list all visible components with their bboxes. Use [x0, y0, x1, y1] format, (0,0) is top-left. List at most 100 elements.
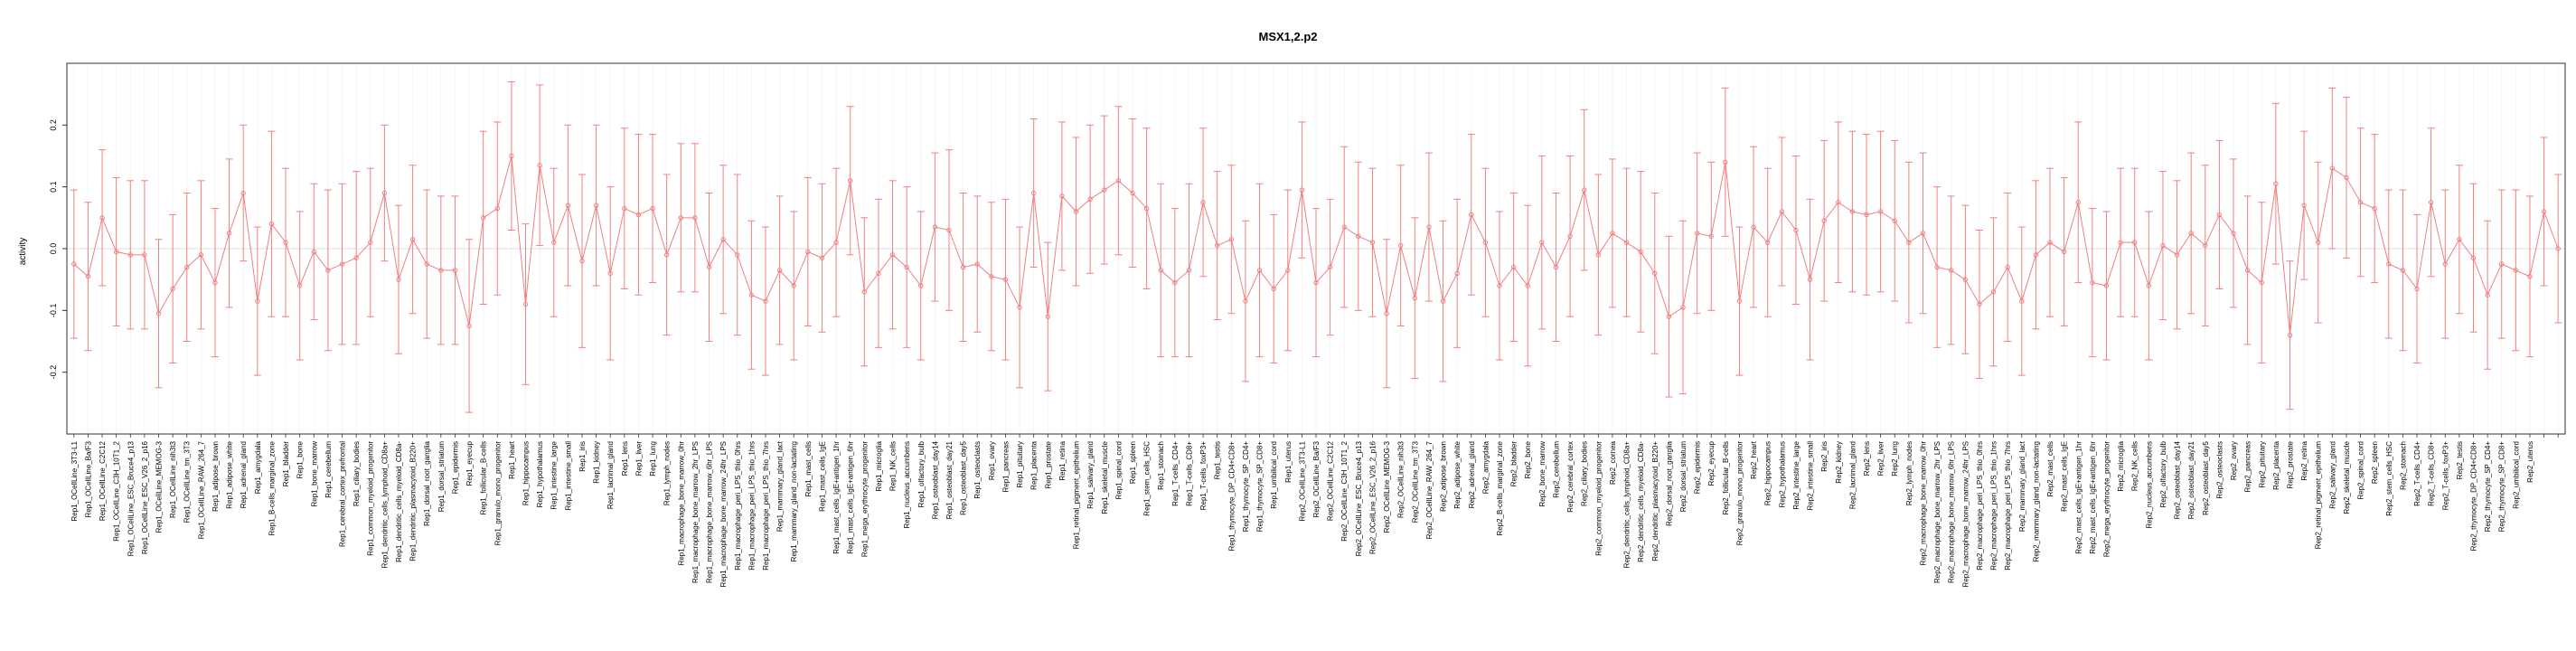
y-tick-label: -0.2 [49, 365, 58, 380]
data-point [2386, 261, 2392, 267]
x-tick-label: Rep2_pancreas [2244, 441, 2252, 492]
data-point [1892, 218, 1897, 223]
x-tick-label: Rep2_OCellLine_3T3-L1 [1298, 440, 1306, 521]
data-point [1680, 305, 1686, 310]
y-tick-label: 0.0 [49, 243, 58, 255]
x-tick-label: Rep2_spinal_cord [2357, 441, 2365, 500]
x-tick-label: Rep1_OCellLine_C2C12 [99, 440, 107, 521]
x-tick-label: Rep1_eyecup [465, 440, 474, 486]
x-tick-label: Rep2_salivary_gland [2328, 441, 2336, 509]
data-point [409, 237, 416, 242]
data-point [635, 212, 642, 218]
x-tick-label: Rep2_NK_cells [2131, 441, 2139, 491]
series-line [73, 156, 2559, 335]
x-tick-label: Rep1_OCellLine_RAW_264_7 [197, 440, 205, 539]
x-tick-label: Rep1_cerebellum [324, 441, 333, 498]
data-point [1158, 268, 1163, 273]
data-point [1525, 283, 1530, 288]
data-point [1723, 159, 1728, 165]
data-point [339, 261, 345, 267]
data-point [861, 289, 867, 295]
data-point [1990, 289, 1997, 295]
data-point [311, 249, 316, 255]
data-point [2160, 242, 2166, 249]
x-tick-label: Rep2_granulo_mono_progenitor [1735, 441, 1744, 546]
x-tick-label: Rep1_adipose_brown [212, 441, 220, 512]
x-tick-label: Rep2_OCellLine_C3H_10T1_2 [1340, 440, 1349, 541]
data-point [1793, 227, 1799, 233]
x-tick-label: Rep1_follicular_B-cells [480, 441, 488, 514]
x-tick-label: Rep1_dendritic_cells_lymphoid_CD8a+ [381, 441, 389, 569]
data-point [1030, 190, 1037, 196]
x-tick-label: Rep2_dendritic_cells_lymphoid_CD8a+ [1623, 441, 1631, 569]
x-tick-label: Rep2_mast_cells_IgE+antigen_1hr [2074, 441, 2082, 554]
x-tick-label: Rep1_bone [296, 440, 305, 478]
x-tick-label: Rep2_osteoblast_day21 [2187, 440, 2195, 519]
x-tick-label: Rep1_osteoblast_day21 [945, 440, 954, 519]
data-point [255, 298, 260, 304]
data-point [1977, 301, 1982, 307]
x-tick-label: Rep2_eyecup [1707, 440, 1716, 486]
x-tick-label: Rep1_OCellLine_C3H_10T1_2 [113, 440, 121, 541]
x-tick-label: Rep1_mast_cells_IgE+antigen_6hr [847, 441, 855, 554]
data-point [1821, 218, 1827, 223]
data-point [2075, 200, 2081, 205]
x-tick-label: Rep1_kidney [593, 441, 601, 484]
data-point [2541, 209, 2547, 214]
x-tick-label: Rep1_uterus [1284, 441, 1293, 483]
data-point [2316, 240, 2321, 245]
data-point [579, 258, 585, 264]
x-tick-label: Rep2_macrophage_bone_marrow_0hr [1919, 441, 1927, 566]
x-tick-label: Rep1_mast_cells_IgE [818, 441, 826, 512]
data-point [607, 270, 613, 277]
data-point [240, 190, 246, 196]
data-point [819, 255, 825, 260]
data-point [1440, 298, 1446, 304]
x-tick-label: Rep1_B-cells_marginal_zone [268, 440, 276, 535]
data-point [184, 264, 190, 270]
x-tick-label: Rep2_heart [1750, 440, 1758, 479]
data-point [522, 301, 529, 307]
x-tick-label: Rep1_mast_cells [804, 441, 813, 496]
data-point [1807, 277, 1813, 282]
x-tick-label: Rep1_dorsal_striatum [437, 441, 446, 513]
x-tick-label: Rep2_macrophage_peri_LPS_thio_0hrs [1976, 441, 1984, 571]
x-tick-label: Rep1_thymocyte_DP_CD4+CD8+ [1227, 441, 1236, 552]
x-tick-label: Rep1_common_myeloid_progenitor [367, 441, 375, 556]
x-tick-label: Rep2_bladder [1510, 441, 1518, 487]
data-point [720, 237, 726, 242]
data-point [918, 283, 924, 288]
x-tick-label: Rep2_adipose_white [1453, 440, 1462, 508]
data-point [127, 252, 133, 258]
data-point [1567, 233, 1573, 240]
x-tick-label: Rep2_OCellLine_Ba/F3 [1312, 440, 1321, 517]
x-tick-label: Rep2_follicular_B-cells [1722, 441, 1730, 514]
x-tick-label: Rep1_salivary_gland [1086, 441, 1095, 509]
data-point [170, 286, 175, 292]
data-point [2146, 283, 2152, 288]
data-point [622, 205, 627, 212]
data-point [2527, 274, 2533, 279]
x-tick-label: Rep2_mammary_gland_non-lactating [2032, 441, 2040, 561]
x-tick-label: Rep2_cerebellum [1552, 441, 1560, 498]
data-point [2357, 200, 2364, 205]
x-tick-label: Rep2_retinal_pigment_epithelium [2315, 441, 2323, 550]
x-tick-label: Rep1_macrophage_bone_marrow_6hr_LPS [706, 441, 714, 583]
data-point [2103, 283, 2110, 288]
data-point [198, 252, 204, 258]
data-point [368, 240, 373, 245]
x-tick-label: Rep1_lens [621, 441, 629, 476]
x-tick-label: Rep2_skeletal_muscle [2343, 440, 2351, 514]
data-point [142, 252, 147, 258]
data-point [805, 249, 811, 255]
data-point [1143, 205, 1150, 212]
x-tick-label: Rep2_dorsal_root_ganglia [1665, 440, 1673, 525]
data-point [1073, 209, 1079, 214]
y-tick-label: 0.1 [49, 181, 58, 193]
data-point [847, 178, 853, 184]
data-point [1327, 264, 1333, 270]
data-point [1652, 270, 1658, 277]
x-tick-label: Rep2_lung [1891, 441, 1899, 476]
data-point [1779, 209, 1785, 214]
x-tick-label: Rep1_nucleus_accumbens [903, 441, 911, 529]
